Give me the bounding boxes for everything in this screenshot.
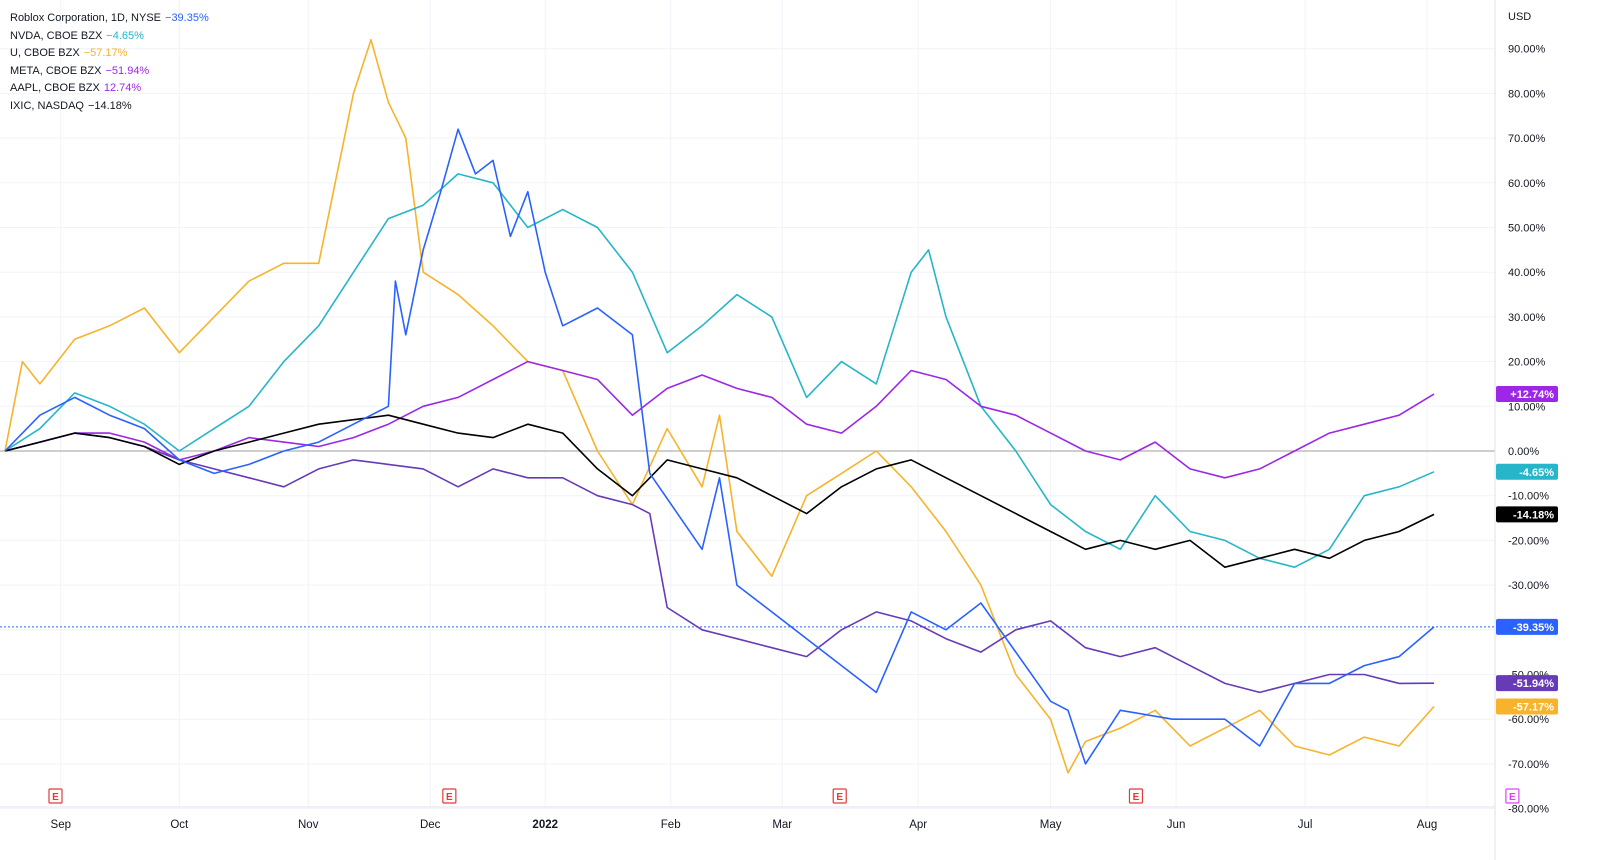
y-tick-label: 20.00% <box>1508 357 1546 369</box>
legend-row-aapl[interactable]: AAPL, CBOE BZX 12.74% <box>10 80 209 98</box>
y-tick-label: 30.00% <box>1508 312 1546 324</box>
legend-row-ixic[interactable]: IXIC, NASDAQ −14.18% <box>10 98 209 116</box>
last-value-pill <box>1496 386 1558 403</box>
y-tick-label: -30.00% <box>1508 580 1549 592</box>
y-tick-label: 40.00% <box>1508 267 1546 279</box>
series-line <box>4 173 1435 568</box>
last-value-pill <box>1496 506 1558 523</box>
x-tick-label: Oct <box>170 819 189 831</box>
y-tick-label: 70.00% <box>1508 133 1546 145</box>
legend-row-rblx[interactable]: Roblox Corporation, 1D, NYSE −39.35% <box>10 10 209 28</box>
x-tick-label: Jul <box>1298 819 1313 831</box>
x-tick-label: Apr <box>909 819 927 831</box>
earnings-icon <box>48 788 63 804</box>
legend-change: −14.18% <box>87 99 132 112</box>
legend: Roblox Corporation, 1D, NYSE −39.35% NVDA… <box>10 10 209 115</box>
y-tick-label: -60.00% <box>1508 714 1549 726</box>
y-tick-label: 50.00% <box>1508 223 1546 235</box>
last-value-text: -51.94% <box>1513 678 1554 690</box>
legend-row-nvda[interactable]: NVDA, CBOE BZX −4.65% <box>10 28 209 46</box>
earnings-icon <box>442 788 457 804</box>
x-tick-label: Feb <box>661 819 681 831</box>
last-value-text: +12.74% <box>1510 389 1554 401</box>
y-tick-label: -80.00% <box>1508 804 1549 816</box>
series-line <box>4 128 1435 765</box>
legend-change: −39.35% <box>165 12 209 24</box>
series-line <box>4 432 1435 694</box>
last-value-text: -57.17% <box>1513 702 1554 714</box>
legend-name: NVDA, CBOE BZX <box>10 29 103 42</box>
x-tick-label: 2022 <box>532 819 558 831</box>
last-value-text: -14.18% <box>1513 509 1554 521</box>
y-tick-label: 10.00% <box>1508 401 1546 413</box>
earnings-icon <box>1128 788 1144 804</box>
y-tick-label: -70.00% <box>1508 759 1549 771</box>
x-tick-label: Aug <box>1417 819 1437 831</box>
series-line <box>4 39 1435 774</box>
last-value-pill <box>1496 675 1558 692</box>
last-value-pill <box>1496 463 1558 480</box>
x-tick-label: Sep <box>51 819 71 831</box>
series-layer <box>4 39 1435 774</box>
last-value-text: -4.65% <box>1519 467 1554 479</box>
y-tick-label: 60.00% <box>1508 178 1546 190</box>
last-value-pill <box>1496 618 1558 635</box>
x-tick-label: Dec <box>420 819 441 831</box>
earnings-label: E <box>836 792 843 803</box>
legend-row-meta[interactable]: META, CBOE BZX −51.94% <box>10 63 209 81</box>
legend-name: AAPL, CBOE BZX <box>10 82 100 94</box>
legend-name: U, CBOE BZX <box>10 47 80 59</box>
legend-change: −4.65% <box>106 29 144 42</box>
x-tick-label: May <box>1040 819 1062 831</box>
earnings-label: E <box>52 792 59 803</box>
earnings-label: E <box>1509 792 1516 803</box>
legend-name: META, CBOE BZX <box>10 64 102 77</box>
x-axis[interactable]: Sep Oct Nov Dec 2022 Feb Mar Apr May Jun Jul Aug <box>51 819 1438 831</box>
legend-row-u[interactable]: U, CBOE BZX −57.17% <box>10 45 209 63</box>
earnings-label: E <box>446 792 453 803</box>
x-tick-label: Jun <box>1167 819 1186 831</box>
y-tick-label: 90.00% <box>1508 44 1546 56</box>
grid <box>0 0 1495 810</box>
y-tick-label: -20.00% <box>1508 535 1549 547</box>
series-line <box>4 414 1435 568</box>
legend-name: Roblox Corporation, 1D, NYSE <box>10 12 162 24</box>
y-tick-label: -10.00% <box>1508 491 1549 503</box>
legend-name: IXIC, NASDAQ <box>10 99 84 112</box>
currency-label: USD <box>1508 11 1531 23</box>
last-value-labels: -39.35% -4.65% -57.17% -51.94% +12.74% -14.18… <box>1496 386 1558 715</box>
y-tick-label: 0.00% <box>1508 446 1539 458</box>
legend-change: −51.94% <box>105 64 150 77</box>
earnings-icon <box>832 788 847 804</box>
legend-change: 12.74% <box>103 82 142 94</box>
last-value-text: -39.35% <box>1513 622 1554 634</box>
earnings-icon <box>1505 788 1520 804</box>
last-value-pill <box>1496 698 1558 715</box>
legend-change: −57.17% <box>83 47 128 59</box>
y-tick-label: 80.00% <box>1508 88 1546 100</box>
x-tick-label: Nov <box>298 819 319 831</box>
series-line <box>4 360 1435 479</box>
earnings-label: E <box>1133 792 1140 803</box>
x-tick-label: Mar <box>772 819 792 831</box>
